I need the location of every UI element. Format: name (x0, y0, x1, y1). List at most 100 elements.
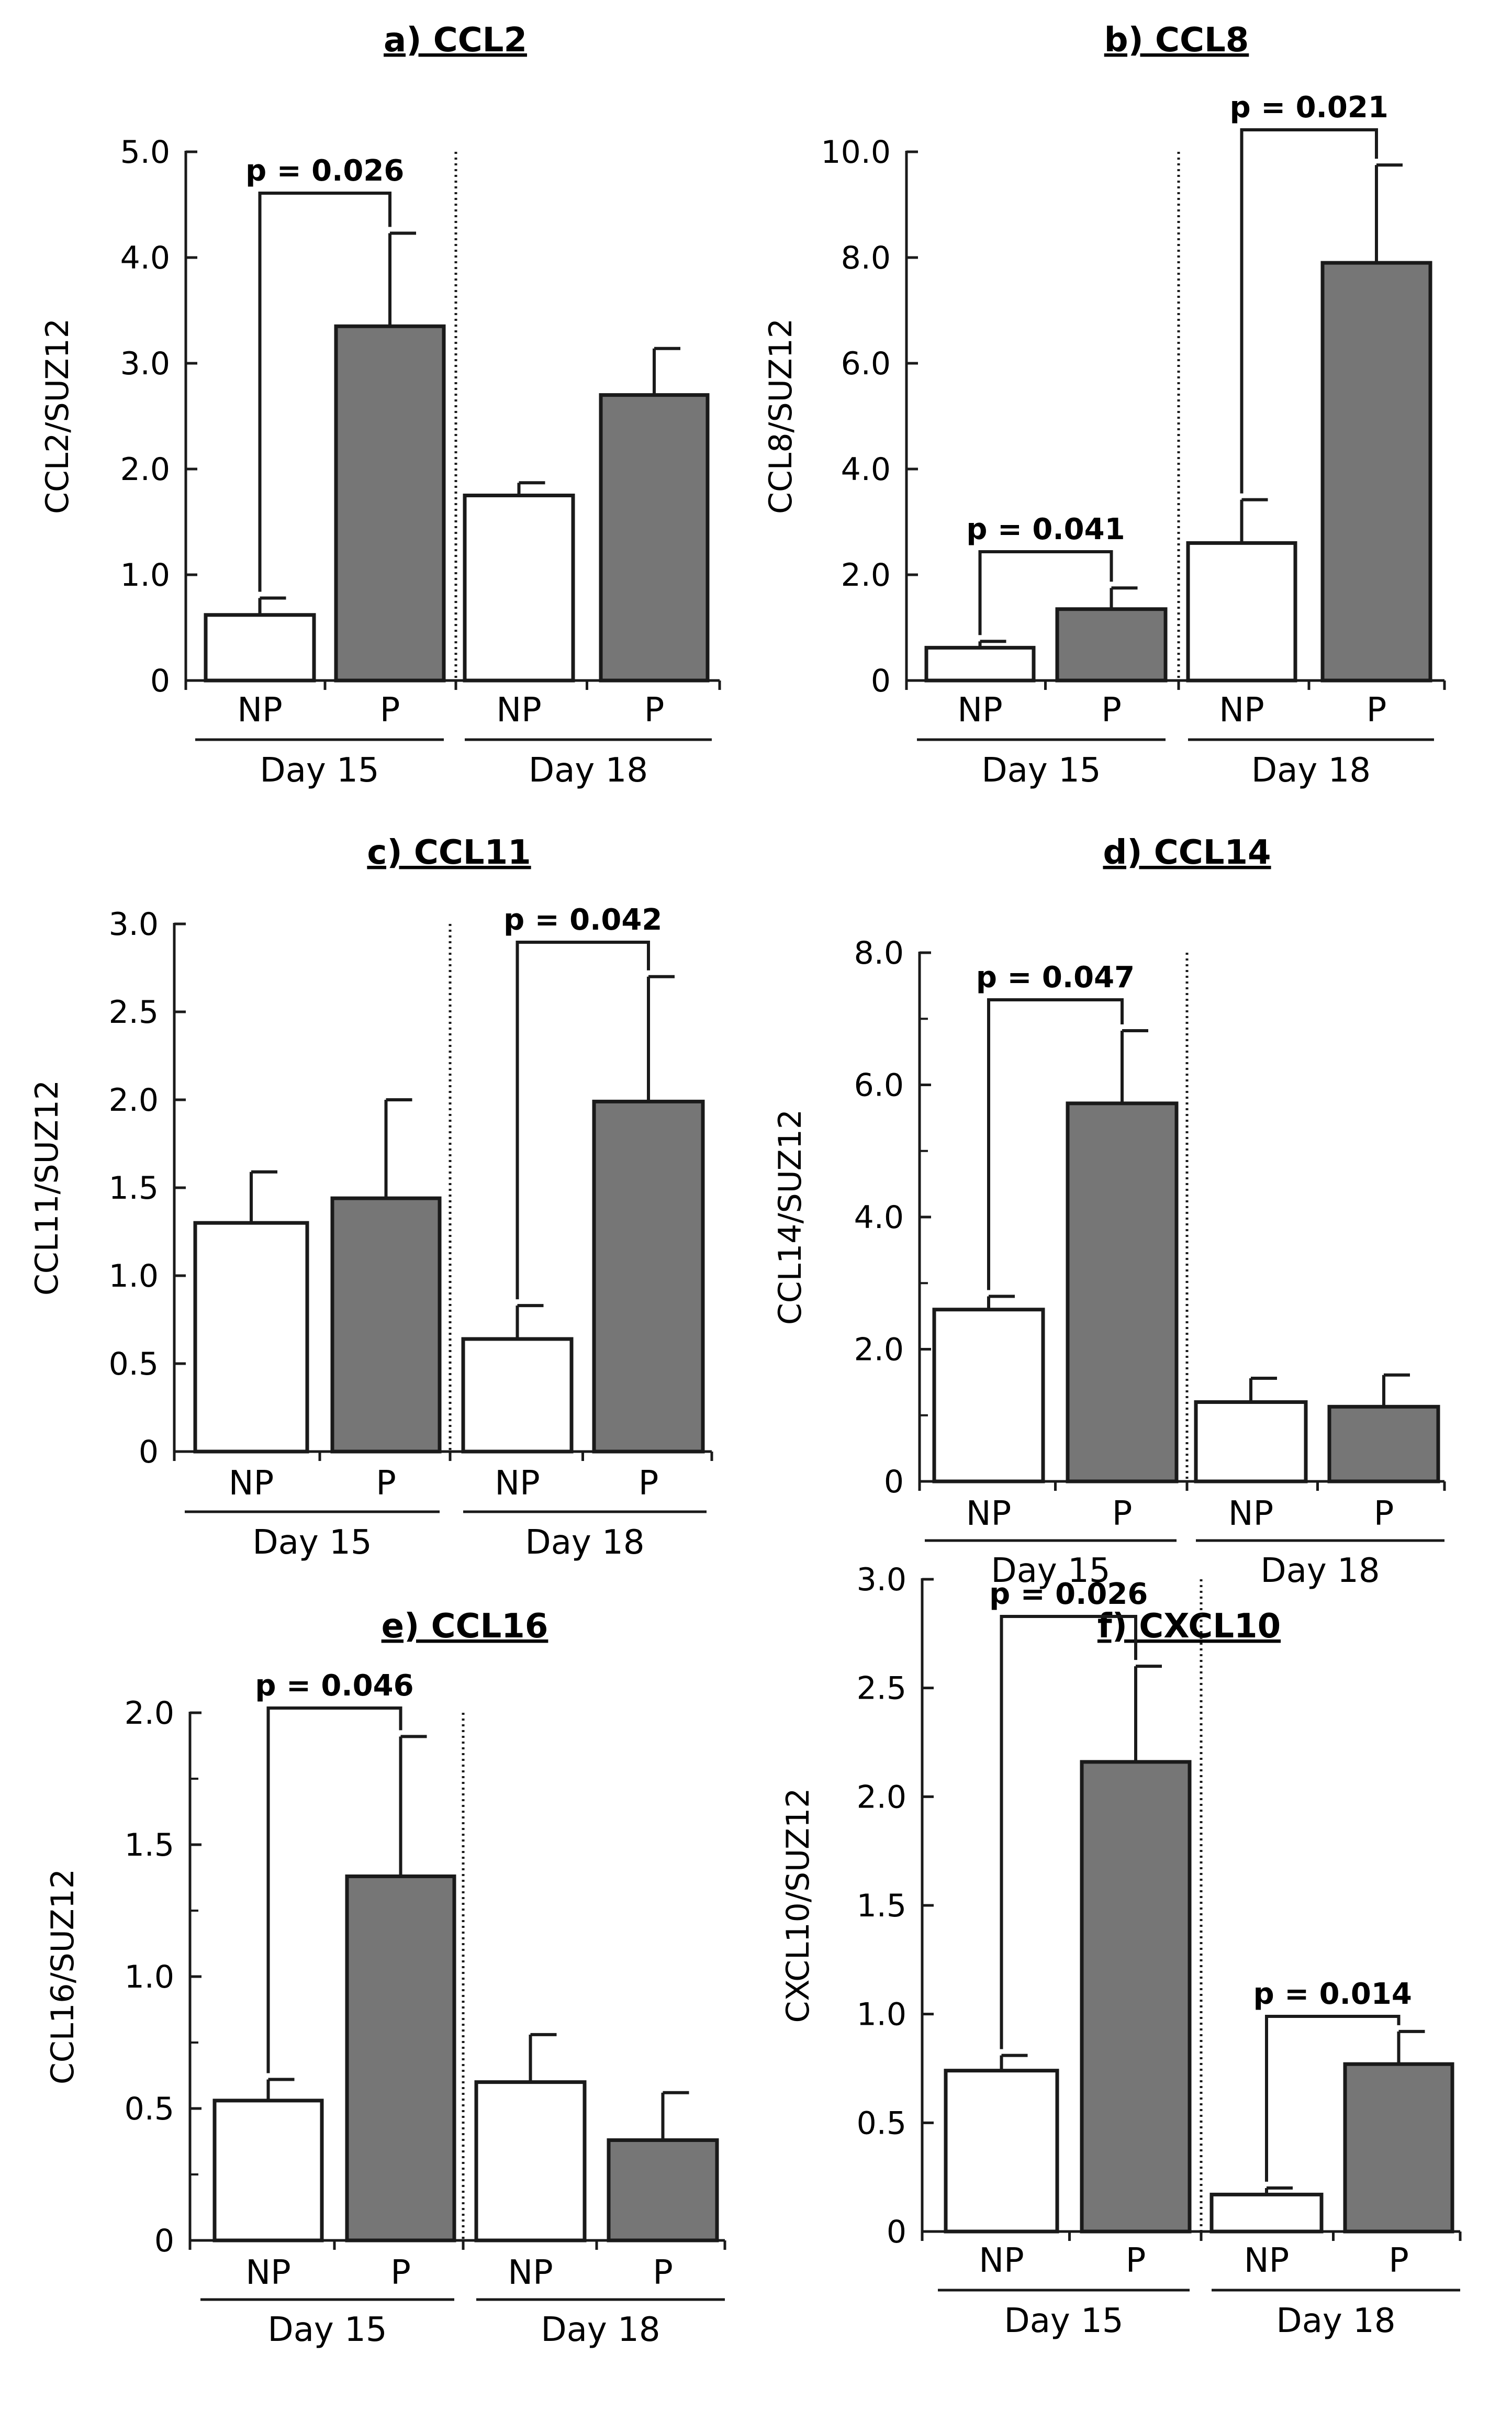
p-value-label: p = 0.026 (989, 1577, 1148, 1611)
category-label: P (1126, 2241, 1146, 2280)
bar-np-day18 (1194, 1400, 1308, 1483)
y-tick-label: 0.5 (857, 2105, 906, 2141)
bar-p-day18 (592, 1099, 705, 1454)
y-tick-label: 4.0 (120, 240, 170, 276)
significance-bracket (516, 941, 650, 1300)
group-label: Day 18 (1276, 2302, 1395, 2340)
y-tick-label: 0.5 (109, 1346, 159, 1382)
significance-bracket (1265, 2015, 1401, 2182)
bar-p-day15 (334, 324, 446, 683)
category-label: NP (496, 691, 541, 730)
y-tick-label: 1.0 (120, 557, 170, 594)
y-tick-label: 1.5 (857, 1888, 906, 1924)
category-label: P (639, 1464, 659, 1503)
category-label: NP (245, 2253, 290, 2292)
y-tick-label: 2.0 (125, 1695, 174, 1732)
category-label: P (390, 2253, 411, 2292)
y-tick-label: 3.0 (857, 1561, 906, 1598)
bar-p-day15 (345, 1874, 456, 2242)
y-tick-label: 0 (871, 663, 891, 699)
category-label: P (1367, 691, 1387, 730)
significance-bracket (266, 1706, 402, 2073)
category-label: NP (229, 1464, 274, 1503)
y-axis-label: CXCL10/SUZ12 (780, 1788, 816, 2023)
category-label: NP (979, 2241, 1024, 2280)
category-label: NP (957, 691, 1002, 730)
y-tick-label: 5.0 (120, 134, 170, 171)
y-tick-label: 0 (887, 2214, 906, 2250)
bar-p-day18 (599, 393, 710, 683)
y-tick-label: 6.0 (854, 1067, 904, 1104)
bar-p-day18 (1320, 261, 1432, 683)
y-tick-label: 2.0 (120, 451, 170, 488)
group-label: Day 18 (525, 1523, 644, 1562)
y-tick-label: 3.0 (120, 345, 170, 382)
panel-3: c) CCL11 0 0.5 1.0 1.5 2.0 2.5 3.0 CCL11/SUZ12 NP… (29, 833, 713, 1562)
group-label: Day 15 (1004, 2302, 1123, 2340)
y-tick-label: 0 (154, 2223, 174, 2259)
significance-bracket (1240, 128, 1378, 494)
bar-p-day18 (1343, 2062, 1454, 2234)
category-label: NP (237, 691, 282, 730)
category-label: P (644, 691, 665, 730)
category-label: P (1388, 2241, 1409, 2280)
chart-title: d) CCL14 (1103, 833, 1271, 872)
y-tick-label: 8.0 (854, 935, 904, 972)
significance-bracket (1000, 1615, 1137, 2049)
y-tick-label: 2.0 (841, 557, 891, 594)
p-value-label: p = 0.042 (503, 903, 662, 937)
y-tick-label: 2.0 (854, 1332, 904, 1368)
y-tick-label: 1.0 (125, 1959, 174, 1995)
y-tick-label: 4.0 (841, 451, 891, 488)
y-tick-label: 4.0 (854, 1199, 904, 1236)
y-tick-label: 1.0 (857, 1996, 906, 2033)
panel-6: f) CXCL10 0 0.5 1.0 1.5 2.0 2.5 3.0 CXCL10/SUZ12… (780, 1561, 1462, 2340)
y-axis-label: CCL8/SUZ12 (763, 318, 799, 514)
y-tick-label: 2.5 (857, 1670, 906, 1707)
group-label: Day 15 (267, 2311, 387, 2349)
chart-title: a) CCL2 (384, 21, 527, 60)
category-label: P (653, 2253, 673, 2292)
category-label: P (376, 1464, 396, 1503)
bar-np-day18 (463, 494, 575, 683)
p-value-label: p = 0.041 (966, 512, 1125, 546)
p-value-label: p = 0.021 (1230, 91, 1388, 125)
significance-bracket (978, 550, 1113, 635)
category-label: P (1374, 1494, 1394, 1533)
bar-np-day15 (932, 1308, 1045, 1483)
y-tick-label: 0.5 (125, 2091, 174, 2127)
category-label: NP (966, 1494, 1011, 1533)
y-axis-label: CCL2/SUZ12 (39, 318, 76, 514)
y-tick-label: 2.0 (109, 1082, 159, 1119)
group-label: Day 18 (529, 751, 648, 790)
bar-np-day15 (193, 1221, 309, 1454)
y-tick-label: 8.0 (841, 240, 891, 276)
p-value-label: p = 0.047 (976, 961, 1135, 995)
bar-p-day15 (1055, 607, 1168, 683)
y-tick-label: 0 (150, 663, 170, 699)
chart-title: e) CCL16 (382, 1607, 548, 1646)
y-tick-label: 2.0 (857, 1779, 906, 1815)
p-value-label: p = 0.026 (245, 154, 404, 188)
category-label: NP (495, 1464, 540, 1503)
group-label: Day 15 (981, 751, 1101, 790)
category-label: P (380, 691, 400, 730)
significance-bracket (258, 192, 391, 592)
y-axis-label: CCL11/SUZ12 (29, 1080, 65, 1296)
group-label: Day 18 (1260, 1552, 1380, 1590)
significance-bracket (987, 998, 1124, 1290)
bar-np-day15 (924, 645, 1036, 683)
y-tick-label: 0 (139, 1434, 159, 1470)
group-label: Day 15 (260, 751, 379, 790)
chart-title: b) CCL8 (1104, 21, 1249, 60)
y-tick-label: 1.5 (125, 1827, 174, 1864)
p-value-label: p = 0.014 (1253, 1977, 1412, 2011)
p-value-label: p = 0.046 (255, 1669, 413, 1703)
bar-np-day18 (1186, 541, 1297, 683)
group-label: Day 15 (991, 1552, 1110, 1590)
bar-p-day18 (607, 2138, 719, 2242)
